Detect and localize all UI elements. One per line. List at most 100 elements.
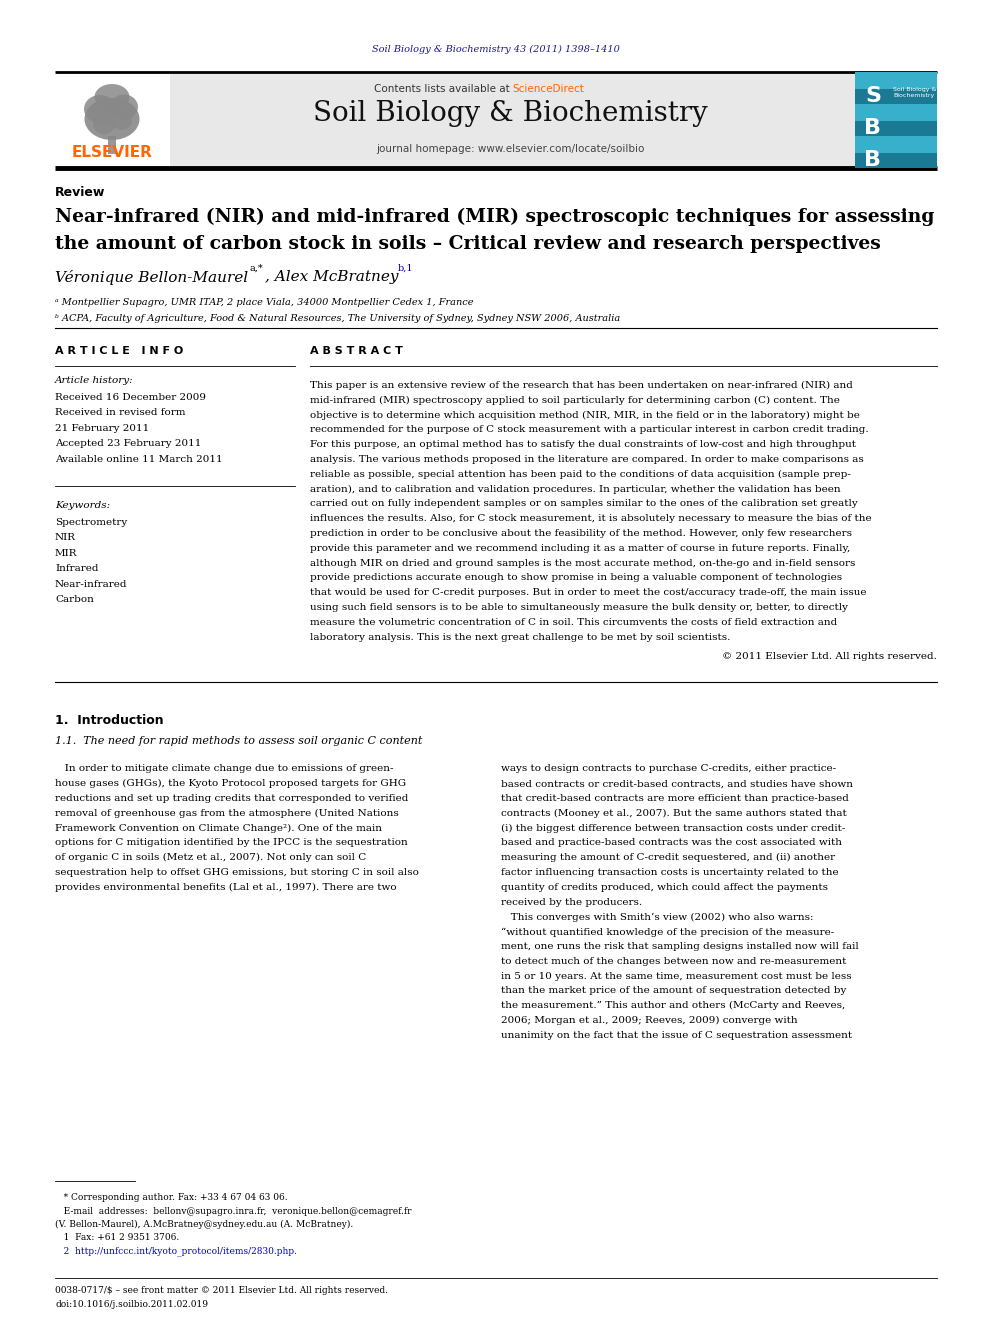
Text: 21 February 2011: 21 February 2011 [55, 423, 149, 433]
Text: ᵇ ACPA, Faculty of Agriculture, Food & Natural Resources, The University of Sydn: ᵇ ACPA, Faculty of Agriculture, Food & N… [55, 314, 620, 323]
Text: Contents lists available at: Contents lists available at [374, 83, 513, 94]
Text: ELSEVIER: ELSEVIER [71, 146, 153, 160]
Text: the amount of carbon stock in soils – Critical review and research perspectives: the amount of carbon stock in soils – Cr… [55, 235, 881, 253]
Text: prediction in order to be conclusive about the feasibility of the method. Howeve: prediction in order to be conclusive abo… [310, 529, 852, 538]
Text: * Corresponding author. Fax: +33 4 67 04 63 06.: * Corresponding author. Fax: +33 4 67 04… [55, 1193, 288, 1203]
Ellipse shape [94, 83, 130, 110]
Bar [855, 120, 937, 136]
Text: recommended for the purpose of C stock measurement with a particular interest in: recommended for the purpose of C stock m… [310, 426, 869, 434]
Text: Available online 11 March 2011: Available online 11 March 2011 [55, 455, 222, 464]
Text: unanimity on the fact that the issue of C sequestration assessment: unanimity on the fact that the issue of … [501, 1031, 852, 1040]
Text: Soil Biology & Biochemistry: Soil Biology & Biochemistry [313, 101, 708, 127]
Text: 1.1.  The need for rapid methods to assess soil organic C content: 1.1. The need for rapid methods to asses… [55, 737, 423, 746]
Text: that would be used for C-credit purposes. But in order to meet the cost/accuracy: that would be used for C-credit purposes… [310, 589, 866, 597]
Text: factor influencing transaction costs is uncertainty related to the: factor influencing transaction costs is … [501, 868, 838, 877]
Text: mid-infrared (MIR) spectroscopy applied to soil particularly for determining car: mid-infrared (MIR) spectroscopy applied … [310, 396, 840, 405]
Text: of organic C in soils (Metz et al., 2007). Not only can soil C: of organic C in soils (Metz et al., 2007… [55, 853, 366, 863]
Text: aration), and to calibration and validation procedures. In particular, whether t: aration), and to calibration and validat… [310, 484, 840, 493]
Text: the measurement.” This author and others (McCarty and Reeves,: the measurement.” This author and others… [501, 1002, 845, 1011]
Text: This paper is an extensive review of the research that has been undertaken on ne: This paper is an extensive review of the… [310, 381, 853, 390]
Text: Received 16 December 2009: Received 16 December 2009 [55, 393, 206, 402]
Text: carried out on fully independent samples or on samples similar to the ones of th: carried out on fully independent samples… [310, 499, 858, 508]
Text: , Alex McBratney: , Alex McBratney [265, 270, 399, 284]
Text: a,*: a,* [249, 265, 263, 273]
Text: Infrared: Infrared [55, 565, 98, 573]
Text: removal of greenhouse gas from the atmosphere (United Nations: removal of greenhouse gas from the atmos… [55, 808, 399, 818]
Text: in 5 or 10 years. At the same time, measurement cost must be less: in 5 or 10 years. At the same time, meas… [501, 971, 851, 980]
Text: Carbon: Carbon [55, 595, 94, 605]
Text: received by the producers.: received by the producers. [501, 897, 642, 906]
Text: based contracts or credit-based contracts, and studies have shown: based contracts or credit-based contract… [501, 779, 853, 789]
Text: Article history:: Article history: [55, 376, 134, 385]
Text: provides environmental benefits (Lal et al., 1997). There are two: provides environmental benefits (Lal et … [55, 882, 397, 892]
Text: In order to mitigate climate change due to emissions of green-: In order to mitigate climate change due … [55, 765, 394, 774]
Text: A B S T R A C T: A B S T R A C T [310, 347, 403, 356]
Ellipse shape [112, 112, 132, 130]
Text: reductions and set up trading credits that corresponded to verified: reductions and set up trading credits th… [55, 794, 409, 803]
Text: doi:10.1016/j.soilbio.2011.02.019: doi:10.1016/j.soilbio.2011.02.019 [55, 1301, 208, 1308]
Text: Spectrometry: Spectrometry [55, 519, 127, 527]
Text: MIR: MIR [55, 549, 77, 558]
Text: (V. Bellon-Maurel), A.McBratney@sydney.edu.au (A. McBratney).: (V. Bellon-Maurel), A.McBratney@sydney.e… [55, 1220, 353, 1229]
Text: Framework Convention on Climate Change²). One of the main: Framework Convention on Climate Change²)… [55, 824, 382, 832]
Text: journal homepage: www.elsevier.com/locate/soilbio: journal homepage: www.elsevier.com/locat… [376, 144, 645, 153]
Text: Soil Biology &
Biochemistry: Soil Biology & Biochemistry [893, 87, 936, 98]
Text: For this purpose, an optimal method has to satisfy the dual constraints of low-c: For this purpose, an optimal method has … [310, 441, 856, 450]
Text: B: B [864, 118, 882, 139]
Text: Review: Review [55, 187, 105, 198]
Ellipse shape [93, 114, 115, 134]
Text: although MIR on dried and ground samples is the most accurate method, on-the-go : although MIR on dried and ground samples… [310, 558, 855, 568]
Ellipse shape [84, 95, 116, 123]
Text: objective is to determine which acquisition method (NIR, MIR, in the field or in: objective is to determine which acquisit… [310, 410, 860, 419]
Text: reliable as possible, special attention has been paid to the conditions of data : reliable as possible, special attention … [310, 470, 851, 479]
Text: to detect much of the changes between now and re-measurement: to detect much of the changes between no… [501, 957, 846, 966]
Text: measuring the amount of C-credit sequestered, and (ii) another: measuring the amount of C-credit sequest… [501, 853, 835, 863]
Text: 2006; Morgan et al., 2009; Reeves, 2009) converge with: 2006; Morgan et al., 2009; Reeves, 2009)… [501, 1016, 798, 1025]
Text: options for C mitigation identified by the IPCC is the sequestration: options for C mitigation identified by t… [55, 839, 408, 848]
Text: provide this parameter and we recommend including it as a matter of course in fu: provide this parameter and we recommend … [310, 544, 850, 553]
Bar [855, 71, 937, 168]
Text: Keywords:: Keywords: [55, 501, 110, 509]
Text: than the market price of the amount of sequestration detected by: than the market price of the amount of s… [501, 987, 846, 995]
Text: measure the volumetric concentration of C in soil. This circumvents the costs of: measure the volumetric concentration of … [310, 618, 837, 627]
Text: 1  Fax: +61 2 9351 3706.: 1 Fax: +61 2 9351 3706. [55, 1233, 180, 1242]
Bar [170, 71, 855, 168]
Text: A R T I C L E   I N F O: A R T I C L E I N F O [55, 347, 184, 356]
Text: Near-infrared (NIR) and mid-infrared (MIR) spectroscopic techniques for assessin: Near-infrared (NIR) and mid-infrared (MI… [55, 208, 934, 226]
Text: Near-infrared: Near-infrared [55, 579, 128, 589]
Text: Soil Biology & Biochemistry 43 (2011) 1398–1410: Soil Biology & Biochemistry 43 (2011) 13… [372, 45, 620, 54]
Text: “without quantified knowledge of the precision of the measure-: “without quantified knowledge of the pre… [501, 927, 834, 937]
Text: S: S [865, 86, 881, 106]
Text: ScienceDirect: ScienceDirect [513, 83, 584, 94]
Text: E-mail  addresses:  bellonv@supagro.inra.fr,  veronique.bellon@cemagref.fr: E-mail addresses: bellonv@supagro.inra.f… [55, 1207, 412, 1216]
Text: quantity of credits produced, which could affect the payments: quantity of credits produced, which coul… [501, 882, 828, 892]
Text: analysis. The various methods proposed in the literature are compared. In order : analysis. The various methods proposed i… [310, 455, 864, 464]
Text: © 2011 Elsevier Ltd. All rights reserved.: © 2011 Elsevier Ltd. All rights reserved… [722, 652, 937, 662]
Text: sequestration help to offset GHG emissions, but storing C in soil also: sequestration help to offset GHG emissio… [55, 868, 419, 877]
Ellipse shape [84, 98, 140, 140]
Text: B: B [864, 151, 882, 171]
Text: Accepted 23 February 2011: Accepted 23 February 2011 [55, 439, 201, 448]
Text: based and practice-based contracts was the cost associated with: based and practice-based contracts was t… [501, 839, 842, 848]
Text: 1.  Introduction: 1. Introduction [55, 714, 164, 728]
Text: b,1: b,1 [398, 265, 414, 273]
Text: ment, one runs the risk that sampling designs installed now will fail: ment, one runs the risk that sampling de… [501, 942, 859, 951]
Bar [855, 152, 937, 168]
Text: 2  http://unfccc.int/kyoto_protocol/items/2830.php.: 2 http://unfccc.int/kyoto_protocol/items… [55, 1246, 297, 1256]
Text: Véronique Bellon-Maurel: Véronique Bellon-Maurel [55, 270, 248, 284]
Text: This converges with Smith’s view (2002) who also warns:: This converges with Smith’s view (2002) … [501, 913, 813, 922]
Text: laboratory analysis. This is the next great challenge to be met by soil scientis: laboratory analysis. This is the next gr… [310, 632, 730, 642]
Text: (i) the biggest difference between transaction costs under credit-: (i) the biggest difference between trans… [501, 824, 845, 832]
Text: NIR: NIR [55, 533, 76, 542]
Text: that credit-based contracts are more efficient than practice-based: that credit-based contracts are more eff… [501, 794, 849, 803]
Bar [108, 136, 116, 153]
Text: provide predictions accurate enough to show promise in being a valuable componen: provide predictions accurate enough to s… [310, 573, 842, 582]
Text: house gases (GHGs), the Kyoto Protocol proposed targets for GHG: house gases (GHGs), the Kyoto Protocol p… [55, 779, 406, 789]
Text: ways to design contracts to purchase C-credits, either practice-: ways to design contracts to purchase C-c… [501, 765, 836, 774]
Text: using such field sensors is to be able to simultaneously measure the bulk densit: using such field sensors is to be able t… [310, 603, 848, 613]
Text: 0038-0717/$ – see front matter © 2011 Elsevier Ltd. All rights reserved.: 0038-0717/$ – see front matter © 2011 El… [55, 1286, 388, 1295]
Ellipse shape [110, 94, 138, 119]
Bar [855, 89, 937, 105]
Text: contracts (Mooney et al., 2007). But the same authors stated that: contracts (Mooney et al., 2007). But the… [501, 808, 847, 818]
Text: Received in revised form: Received in revised form [55, 409, 186, 418]
